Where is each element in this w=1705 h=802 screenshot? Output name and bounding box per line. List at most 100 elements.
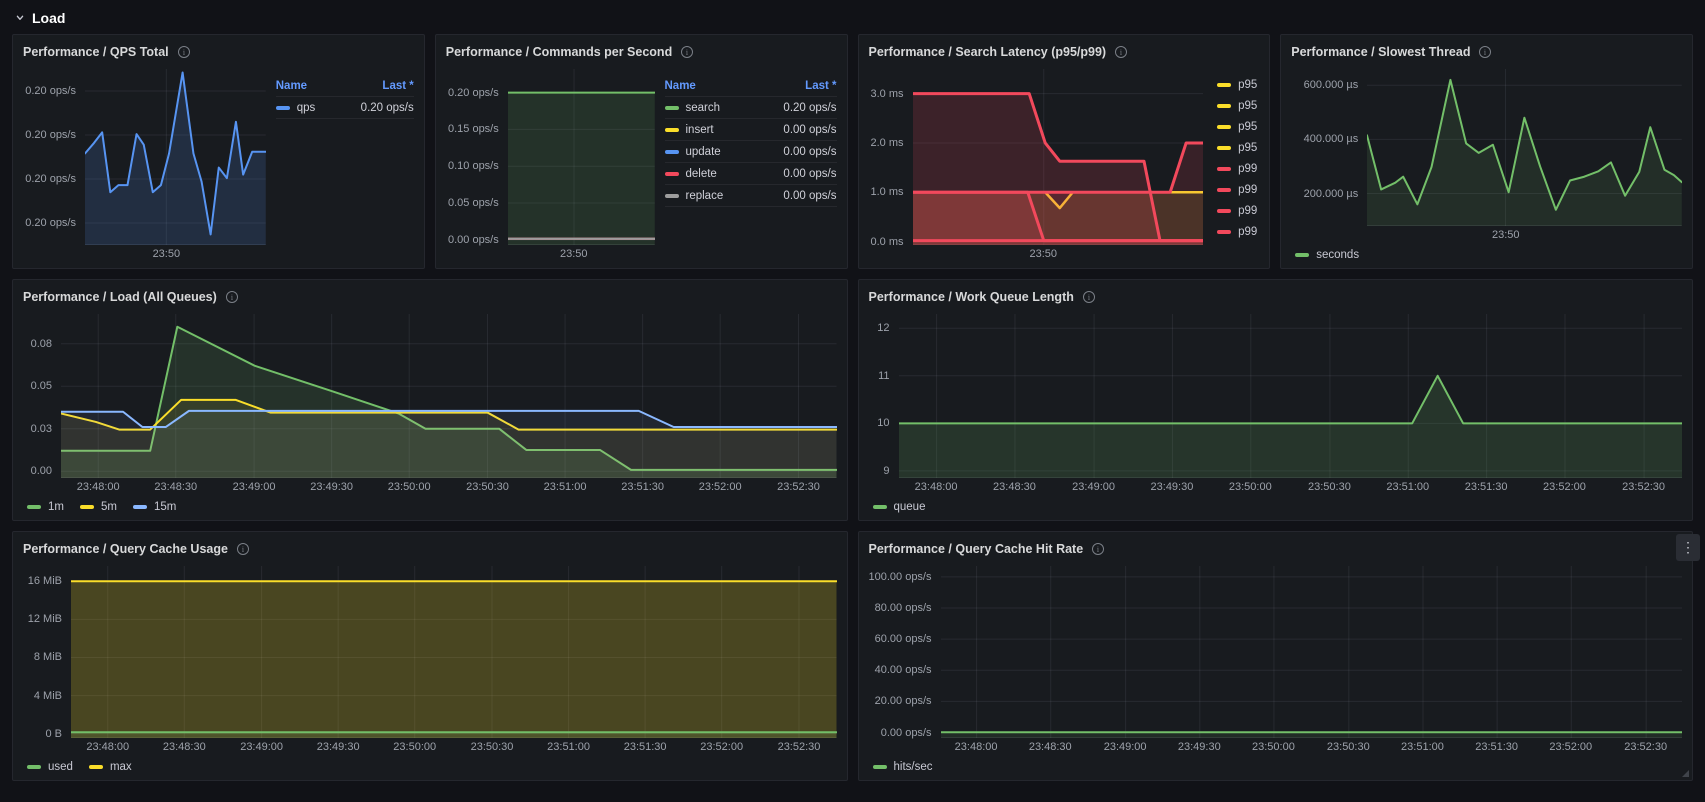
y-axis-label: 40.00 ops/s — [874, 664, 932, 677]
y-axis: 3.0 ms 2.0 ms 1.0 ms 0.0 ms — [869, 69, 913, 248]
chart-canvas — [912, 69, 1204, 245]
info-icon[interactable]: i — [177, 45, 191, 59]
x-axis-label: 23:50 — [560, 248, 588, 260]
x-axis-label: 23:52:30 — [1624, 741, 1668, 753]
legend-label: used — [48, 760, 73, 773]
legend-swatch — [664, 193, 679, 198]
legend-item-used[interactable]: used — [27, 761, 73, 773]
legend-table-row: update 0.00 ops/s — [664, 141, 837, 163]
x-axis-label: 23:51:30 — [1475, 741, 1519, 753]
legend-item-replace[interactable]: replace — [664, 190, 723, 202]
row-header-load[interactable]: Load — [0, 0, 1705, 34]
panel-slowest-thread: Performance / Slowest Thread i 600.000 µ… — [1280, 34, 1693, 269]
legend-item-15m[interactable]: 15m — [132, 501, 176, 513]
legend-item-p95[interactable]: p95 — [1217, 142, 1257, 154]
legend-item-search[interactable]: search — [664, 101, 721, 114]
legend-table: Name Last * search 0.20 ops/s insert 0.00 ops… — [655, 75, 837, 263]
y-axis-label: 0 B — [45, 727, 62, 740]
legend-table-row: delete 0.00 ops/s — [664, 163, 837, 185]
legend-series-name: search — [685, 101, 721, 114]
legend-item-p99[interactable]: p99 — [1217, 184, 1257, 196]
y-axis-label: 200.000 µs — [1303, 187, 1359, 200]
legend-item-p95[interactable]: p95 — [1217, 79, 1257, 91]
panel-title[interactable]: Performance / QPS Total — [23, 45, 169, 59]
x-axis-label: 23:50:00 — [1228, 481, 1272, 493]
dashboard-row-3: Performance / Query Cache Usage i 16 MiB… — [12, 531, 1700, 781]
legend-series-value: 0.00 ops/s — [783, 167, 837, 180]
legend-swatch — [1217, 124, 1232, 129]
legend-item-qps[interactable]: qps — [275, 102, 315, 114]
info-icon[interactable]: i — [1478, 45, 1492, 59]
chart-canvas — [71, 566, 837, 738]
legend-table-header: Name Last * — [664, 75, 837, 97]
x-axis-label: 23:50 — [152, 248, 181, 260]
legend-table-row: insert 0.00 ops/s — [664, 119, 837, 141]
y-axis-label: 0.00 ops/s — [880, 726, 932, 739]
info-icon[interactable]: i — [1091, 542, 1105, 556]
y-axis-label: 0.00 ops/s — [447, 233, 499, 246]
x-axis-label: 23:50 — [1491, 229, 1520, 241]
y-axis-label: 80.00 ops/s — [874, 602, 932, 615]
y-axis-label: 4 MiB — [33, 689, 62, 702]
legend-item-p95[interactable]: p95 — [1217, 121, 1257, 133]
info-icon[interactable]: i — [1114, 45, 1128, 59]
legend-table-header: Name Last * — [275, 75, 414, 97]
panel-title[interactable]: Performance / Slowest Thread — [1291, 45, 1471, 59]
info-icon[interactable]: i — [236, 542, 250, 556]
legend-item-5m[interactable]: 5m — [79, 501, 117, 513]
legend-swatch — [664, 105, 679, 110]
y-axis: 0.08 0.05 0.03 0.00 — [23, 314, 61, 478]
legend-item-p95[interactable]: p95 — [1217, 100, 1257, 112]
x-axis-label: 23:52:00 — [700, 741, 744, 753]
info-icon[interactable]: i — [680, 45, 694, 59]
legend-series-name: delete — [685, 167, 717, 180]
legend-item-delete[interactable]: delete — [664, 167, 717, 180]
info-icon[interactable]: i — [1082, 290, 1096, 304]
legend-swatch — [1217, 145, 1232, 150]
chart-search-latency: 3.0 ms 2.0 ms 1.0 ms 0.0 ms 23:50 p95 p95 p95 p9… — [869, 63, 1260, 263]
panel-query-cache-hit-rate: ⋮ Performance / Query Cache Hit Rate i 1… — [857, 531, 1700, 781]
panel-title[interactable]: Performance / Search Latency (p95/p99) — [868, 45, 1107, 59]
panel-title[interactable]: Performance / Query Cache Usage — [23, 542, 228, 556]
chart-work-queue-length: 12 11 10 9 23:48:00 23:48:30 23:49:00 23:49:30 2… — [869, 308, 1683, 515]
y-axis-label: 3.0 ms — [870, 87, 904, 100]
legend-item-max[interactable]: max — [88, 761, 132, 773]
x-axis: 23:48:00 23:48:30 23:49:00 23:49:30 23:50:00… — [941, 738, 1683, 756]
svg-text:i: i — [1120, 48, 1123, 57]
panel-title[interactable]: Performance / Load (All Queues) — [23, 290, 217, 304]
legend-item-queue[interactable]: queue — [872, 501, 925, 513]
legend-item-p99[interactable]: p99 — [1217, 205, 1257, 217]
legend-series-name: insert — [685, 123, 714, 136]
legend-swatch — [1217, 187, 1232, 192]
legend-item-update[interactable]: update — [664, 146, 721, 158]
legend-label: 1m — [48, 500, 64, 513]
chart-commands-per-second: 0.20 ops/s 0.15 ops/s 0.10 ops/s 0.05 ops/s… — [446, 63, 837, 263]
chart-body: 16 MiB 12 MiB 8 MiB 4 MiB 0 B 23:48:00 23:48:3… — [23, 560, 837, 775]
legend-col-last: Last * — [382, 79, 414, 92]
legend-series-value: 0.20 ops/s — [360, 101, 414, 114]
y-axis-label: 0.03 — [30, 422, 52, 435]
dashboard-row-2: Performance / Load (All Queues) i 0.08 0.… — [12, 279, 1693, 521]
x-axis: 23:48:00 23:48:30 23:49:00 23:49:30 23:50:00… — [61, 478, 837, 496]
panel-menu-button[interactable]: ⋮ — [1676, 534, 1700, 561]
y-axis-label: 400.000 µs — [1303, 133, 1359, 146]
panel-header: Performance / Search Latency (p95/p99) i — [869, 41, 1260, 63]
panel-resize-handle[interactable] — [1682, 770, 1689, 777]
legend-item-p99[interactable]: p99 — [1217, 226, 1257, 238]
x-axis-label: 23:51:00 — [1386, 481, 1430, 493]
legend-series-value: 0.00 ops/s — [783, 145, 837, 158]
panel-title[interactable]: Performance / Query Cache Hit Rate — [868, 542, 1084, 556]
legend-item-insert[interactable]: insert — [664, 123, 714, 136]
legend-item-1m[interactable]: 1m — [27, 501, 64, 513]
plot-area — [912, 69, 1204, 245]
legend: queue — [869, 496, 1683, 515]
panel-title[interactable]: Performance / Work Queue Length — [868, 290, 1074, 304]
info-icon[interactable]: i — [225, 290, 239, 304]
x-axis: 23:50 — [1367, 226, 1682, 244]
panel-title[interactable]: Performance / Commands per Second — [445, 45, 673, 59]
legend-item-hits/sec[interactable]: hits/sec — [872, 761, 933, 773]
series-5m — [61, 400, 837, 430]
legend-series-value: 0.00 ops/s — [783, 123, 837, 136]
legend-item-seconds[interactable]: seconds — [1295, 249, 1359, 261]
legend-item-p99[interactable]: p99 — [1217, 163, 1257, 175]
